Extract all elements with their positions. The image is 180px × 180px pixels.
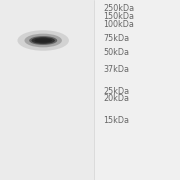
Ellipse shape (31, 37, 55, 44)
Text: 20kDa: 20kDa (103, 94, 129, 103)
Ellipse shape (24, 34, 62, 47)
Text: 37kDa: 37kDa (103, 65, 129, 74)
Text: 100kDa: 100kDa (103, 20, 134, 29)
Text: 250kDa: 250kDa (103, 4, 135, 13)
Ellipse shape (29, 36, 57, 45)
Ellipse shape (34, 38, 52, 43)
Text: 15kDa: 15kDa (103, 116, 129, 125)
Text: 75kDa: 75kDa (103, 34, 130, 43)
Ellipse shape (17, 30, 69, 51)
Bar (0, 0, 94, 180)
Text: 50kDa: 50kDa (103, 48, 129, 57)
Text: 25kDa: 25kDa (103, 87, 130, 96)
Text: 150kDa: 150kDa (103, 12, 134, 21)
